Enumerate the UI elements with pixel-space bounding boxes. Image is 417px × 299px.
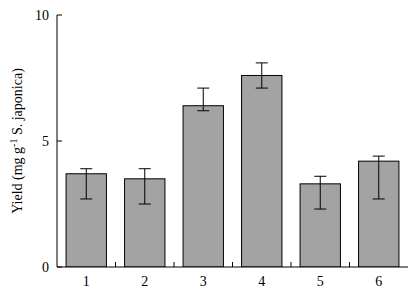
x-tick-label: 1 (83, 274, 90, 289)
error-cap (139, 168, 151, 169)
chart: 0 5 10 1 2 3 4 5 6 Yield (mg g-1 S. japonica) (0, 0, 417, 299)
error-line (378, 156, 379, 199)
y-tick (57, 141, 62, 142)
bar (183, 106, 223, 267)
label-part: Yield (mg g (10, 147, 26, 214)
x-slot-tick (291, 262, 292, 267)
error-line (144, 169, 145, 204)
plot-area (66, 63, 399, 267)
error-bar (373, 156, 385, 199)
y-tick (57, 267, 62, 268)
error-bar (256, 63, 268, 88)
bar (242, 75, 282, 267)
x-slot-tick (115, 262, 116, 267)
error-line (320, 176, 321, 209)
x-slot-tick (232, 262, 233, 267)
y-tick-label: 0 (42, 260, 49, 275)
error-bar (139, 169, 151, 204)
error-line (86, 169, 87, 199)
y-tick-label: 10 (35, 8, 49, 23)
x-tick-label: 2 (141, 274, 148, 289)
x-tick-label: 6 (375, 274, 382, 289)
error-cap (314, 209, 326, 210)
x-slot-tick (174, 262, 175, 267)
label-part: S. japonica) (10, 68, 26, 139)
error-cap (80, 198, 92, 199)
error-line (261, 63, 262, 88)
x-tick-label: 5 (317, 274, 324, 289)
error-cap (373, 198, 385, 199)
error-cap (197, 110, 209, 111)
error-bar (80, 169, 92, 199)
y-axis-label: Yield (mg g-1 S. japonica) (8, 68, 26, 214)
error-line (203, 88, 204, 111)
error-bar (314, 176, 326, 209)
y-tick (57, 15, 62, 16)
x-tick-label: 3 (200, 274, 207, 289)
error-cap (256, 88, 268, 89)
error-bar (197, 88, 209, 111)
y-tick-label: 5 (42, 134, 49, 149)
label-part: -1 (8, 139, 19, 147)
x-slot-tick (349, 262, 350, 267)
error-cap (197, 88, 209, 89)
error-cap (314, 176, 326, 177)
error-cap (256, 62, 268, 63)
error-cap (373, 156, 385, 157)
error-cap (139, 204, 151, 205)
error-cap (80, 168, 92, 169)
x-tick-label: 4 (258, 274, 265, 289)
